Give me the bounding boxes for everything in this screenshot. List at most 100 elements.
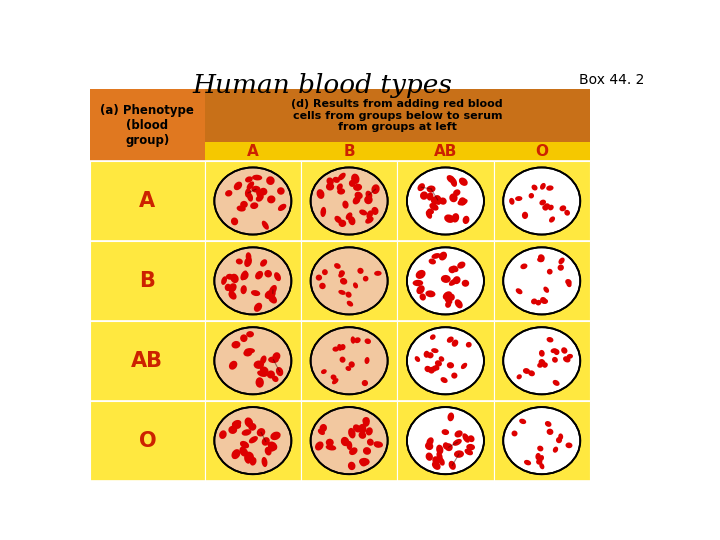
Text: AB: AB xyxy=(131,351,163,371)
Ellipse shape xyxy=(353,196,361,205)
Bar xyxy=(204,401,301,481)
Ellipse shape xyxy=(266,176,274,185)
Ellipse shape xyxy=(229,361,238,370)
Ellipse shape xyxy=(225,284,231,291)
Ellipse shape xyxy=(265,290,275,299)
Ellipse shape xyxy=(443,442,449,449)
Ellipse shape xyxy=(446,175,455,183)
Ellipse shape xyxy=(531,299,537,305)
Ellipse shape xyxy=(361,380,368,386)
Ellipse shape xyxy=(542,299,548,304)
Ellipse shape xyxy=(256,195,263,202)
Ellipse shape xyxy=(441,377,448,383)
Ellipse shape xyxy=(240,441,249,448)
Ellipse shape xyxy=(522,212,528,219)
Ellipse shape xyxy=(453,276,461,284)
Ellipse shape xyxy=(539,200,546,205)
Ellipse shape xyxy=(449,461,456,470)
Ellipse shape xyxy=(431,366,437,372)
Ellipse shape xyxy=(364,195,373,204)
Ellipse shape xyxy=(559,258,564,264)
Ellipse shape xyxy=(260,259,267,267)
Text: Box 44. 2: Box 44. 2 xyxy=(579,72,644,86)
Ellipse shape xyxy=(537,446,544,451)
Ellipse shape xyxy=(464,449,473,455)
Ellipse shape xyxy=(426,210,432,219)
Ellipse shape xyxy=(349,180,356,187)
Ellipse shape xyxy=(531,185,538,191)
Ellipse shape xyxy=(436,444,444,455)
Bar xyxy=(494,161,590,241)
Ellipse shape xyxy=(438,252,447,260)
Ellipse shape xyxy=(462,433,470,443)
Ellipse shape xyxy=(242,429,251,436)
Ellipse shape xyxy=(429,203,438,211)
Ellipse shape xyxy=(415,270,426,279)
Bar xyxy=(494,321,590,401)
Ellipse shape xyxy=(449,279,458,286)
Ellipse shape xyxy=(231,218,238,225)
Bar xyxy=(90,321,204,401)
Ellipse shape xyxy=(539,455,544,461)
Ellipse shape xyxy=(420,293,426,301)
Ellipse shape xyxy=(320,207,326,217)
Ellipse shape xyxy=(348,361,355,368)
Ellipse shape xyxy=(261,437,270,446)
Ellipse shape xyxy=(247,181,254,190)
Ellipse shape xyxy=(451,340,459,347)
Ellipse shape xyxy=(326,183,334,191)
Ellipse shape xyxy=(246,451,254,461)
Ellipse shape xyxy=(503,247,580,314)
Ellipse shape xyxy=(549,217,555,222)
Ellipse shape xyxy=(453,439,462,446)
Ellipse shape xyxy=(451,213,459,222)
Ellipse shape xyxy=(245,188,251,198)
Ellipse shape xyxy=(267,195,276,204)
Ellipse shape xyxy=(310,407,387,474)
Ellipse shape xyxy=(516,374,522,379)
Ellipse shape xyxy=(515,196,523,201)
Ellipse shape xyxy=(225,190,233,197)
Ellipse shape xyxy=(265,447,271,456)
Bar xyxy=(204,161,301,241)
Ellipse shape xyxy=(348,428,356,438)
Ellipse shape xyxy=(215,327,292,394)
Bar xyxy=(301,161,397,241)
Ellipse shape xyxy=(372,184,379,194)
Ellipse shape xyxy=(237,205,246,212)
Ellipse shape xyxy=(564,210,570,215)
Ellipse shape xyxy=(354,338,361,343)
Ellipse shape xyxy=(546,337,554,342)
Ellipse shape xyxy=(338,272,344,278)
Ellipse shape xyxy=(427,208,434,214)
Ellipse shape xyxy=(454,430,463,437)
Ellipse shape xyxy=(459,178,468,186)
Ellipse shape xyxy=(232,421,241,429)
Bar xyxy=(204,142,590,161)
Ellipse shape xyxy=(310,247,387,314)
Ellipse shape xyxy=(246,252,251,261)
Ellipse shape xyxy=(256,190,264,199)
Ellipse shape xyxy=(260,366,269,374)
Ellipse shape xyxy=(431,197,438,204)
Ellipse shape xyxy=(241,272,248,280)
Ellipse shape xyxy=(364,357,369,364)
Ellipse shape xyxy=(249,436,258,443)
Ellipse shape xyxy=(433,195,442,205)
Ellipse shape xyxy=(503,327,580,394)
Ellipse shape xyxy=(451,266,459,272)
Ellipse shape xyxy=(407,327,484,394)
Ellipse shape xyxy=(372,207,379,215)
Ellipse shape xyxy=(319,283,325,289)
Ellipse shape xyxy=(363,276,369,281)
Ellipse shape xyxy=(340,344,346,350)
Text: A: A xyxy=(247,144,258,159)
Ellipse shape xyxy=(536,453,541,460)
Text: B: B xyxy=(140,271,156,291)
Ellipse shape xyxy=(338,290,346,295)
Ellipse shape xyxy=(552,357,558,363)
Ellipse shape xyxy=(539,360,546,365)
Ellipse shape xyxy=(278,204,287,211)
Ellipse shape xyxy=(325,438,334,446)
Ellipse shape xyxy=(445,301,451,308)
